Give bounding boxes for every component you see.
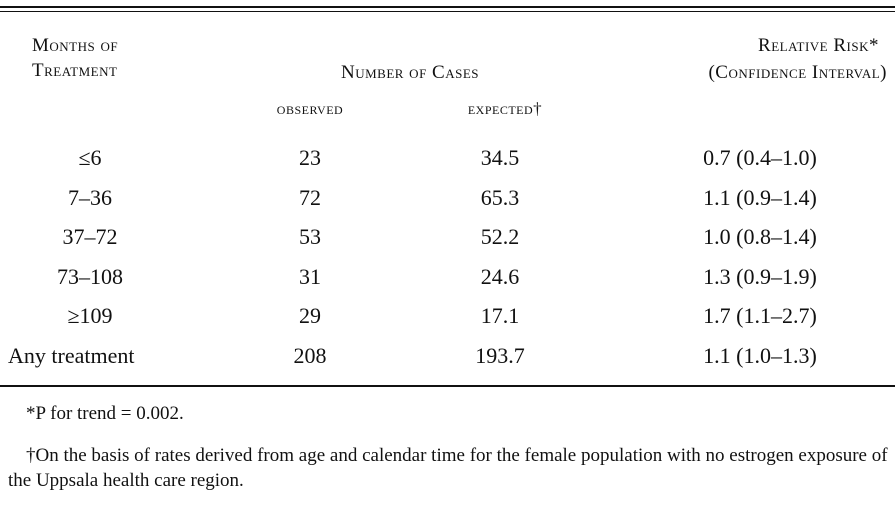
- header: Number of Cases: [340, 62, 480, 83]
- cell: 0.7 (0.4–1.0): [703, 145, 817, 170]
- cell: 208: [293, 342, 327, 368]
- footnote: †On the basis of rates derived from age …: [8, 445, 888, 491]
- subheader: observed: [276, 99, 344, 118]
- header: Months of: [32, 35, 119, 56]
- footnote: *P for trend = 0.002.: [26, 403, 184, 424]
- cell: 1.1 (1.0–1.3): [703, 342, 817, 368]
- cell: 65.3: [480, 184, 520, 210]
- cell: 52.2: [480, 224, 520, 249]
- top-rule: [0, 6, 895, 8]
- cell: 53: [299, 224, 321, 249]
- cell: 7–36: [68, 184, 112, 210]
- cell: 1.0 (0.8–1.4): [703, 224, 817, 249]
- subheader: expected†: [467, 99, 543, 118]
- cell: ≤6: [78, 145, 102, 170]
- cell: 1.3 (0.9–1.9): [703, 263, 817, 289]
- header: Relative Risk*: [758, 35, 879, 56]
- cell: 23: [299, 145, 321, 170]
- bottom-rule: [0, 385, 895, 387]
- cell: 29: [299, 303, 321, 328]
- cell: 73–108: [57, 263, 123, 289]
- cell: 17.1: [480, 303, 520, 328]
- cell: 193.7: [475, 342, 525, 368]
- cell: ≥109: [67, 303, 113, 328]
- cell: 1.1 (0.9–1.4): [703, 184, 817, 210]
- cell: 37–72: [62, 224, 118, 249]
- cell: 1.7 (1.1–2.7): [703, 303, 817, 328]
- cell: 24.6: [480, 263, 520, 289]
- cell: 34.5: [480, 145, 520, 170]
- header: (Confidence Interval): [708, 62, 887, 83]
- top-rule: [0, 11, 895, 12]
- cell: 31: [299, 263, 321, 289]
- cell: Any treatment: [8, 342, 135, 368]
- header: Treatment: [32, 60, 118, 81]
- cell: 72: [299, 184, 321, 210]
